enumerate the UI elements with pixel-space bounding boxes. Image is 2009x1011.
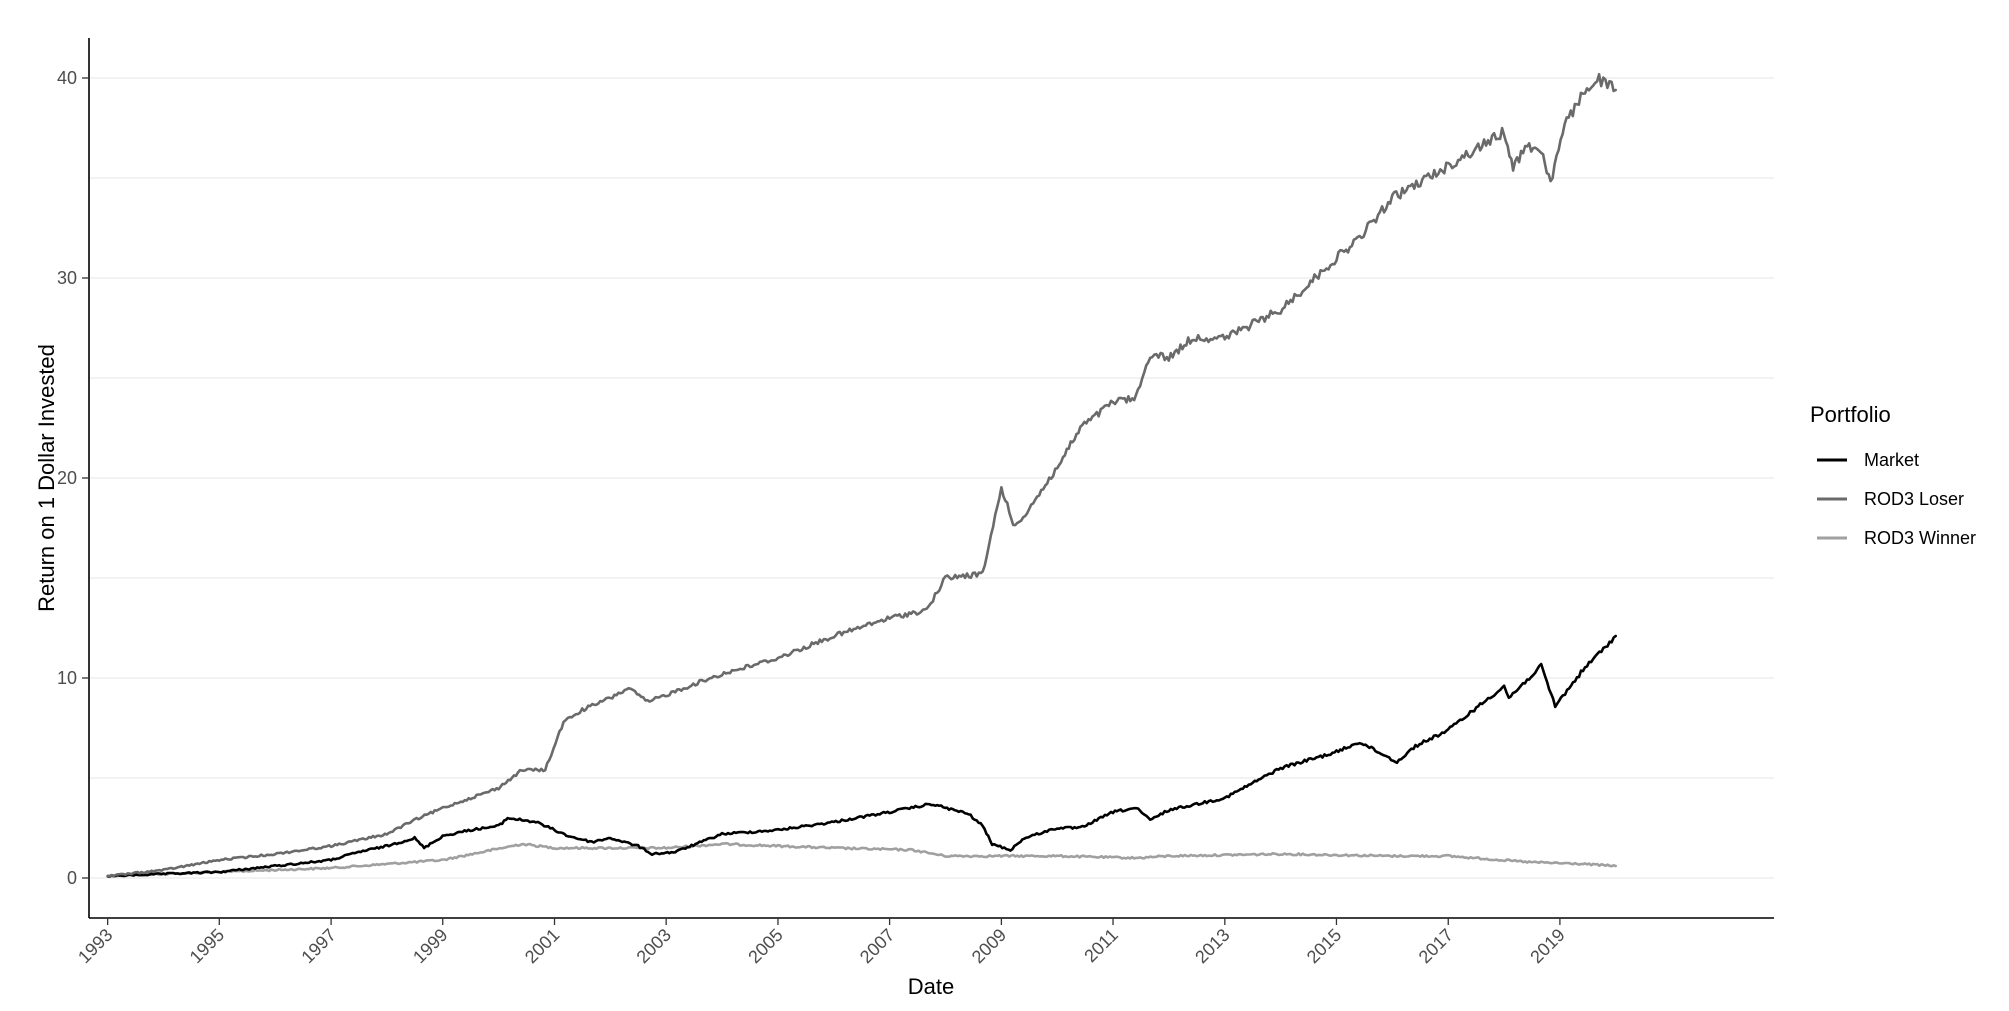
legend-label: Market bbox=[1864, 450, 1919, 470]
legend-label: ROD3 Loser bbox=[1864, 489, 1964, 509]
x-tick-label: 2005 bbox=[744, 925, 786, 967]
x-tick-label: 1993 bbox=[74, 925, 116, 967]
x-tick-label: 2013 bbox=[1191, 925, 1233, 967]
x-tick-label: 2017 bbox=[1415, 925, 1457, 967]
legend-label: ROD3 Winner bbox=[1864, 528, 1976, 548]
x-axis-ticks: 1993 1995 1997 1999 2001 2003 2005 2007 2009 2011… bbox=[74, 918, 1569, 967]
x-tick-label: 2015 bbox=[1303, 925, 1345, 967]
y-tick-label: 20 bbox=[57, 468, 77, 488]
y-axis-title: Return on 1 Dollar Invested bbox=[34, 344, 59, 612]
y-tick-label: 30 bbox=[57, 268, 77, 288]
x-tick-label: 2011 bbox=[1080, 925, 1122, 967]
y-tick-label: 40 bbox=[57, 68, 77, 88]
x-tick-label: 2009 bbox=[968, 925, 1010, 967]
legend: Portfolio Market ROD3 Loser ROD3 Winner bbox=[1810, 402, 1976, 548]
x-axis-title: Date bbox=[908, 974, 954, 999]
legend-title: Portfolio bbox=[1810, 402, 1891, 427]
y-tick-label: 0 bbox=[67, 868, 77, 888]
y-tick-label: 10 bbox=[57, 668, 77, 688]
x-tick-label: 1997 bbox=[297, 925, 339, 967]
series-line-rod3-winner bbox=[106, 841, 1617, 878]
series-line-market bbox=[106, 634, 1617, 878]
x-tick-label: 2019 bbox=[1526, 925, 1568, 967]
gridlines bbox=[89, 77, 1774, 879]
x-tick-label: 1995 bbox=[186, 925, 228, 967]
x-tick-label: 1999 bbox=[409, 925, 451, 967]
x-tick-label: 2003 bbox=[633, 925, 675, 967]
x-tick-label: 2007 bbox=[856, 925, 898, 967]
y-axis-ticks: 0 10 20 30 40 bbox=[57, 68, 89, 888]
series-line-rod3-loser bbox=[106, 72, 1617, 878]
series-lines bbox=[106, 72, 1617, 878]
x-tick-label: 2001 bbox=[521, 925, 563, 967]
